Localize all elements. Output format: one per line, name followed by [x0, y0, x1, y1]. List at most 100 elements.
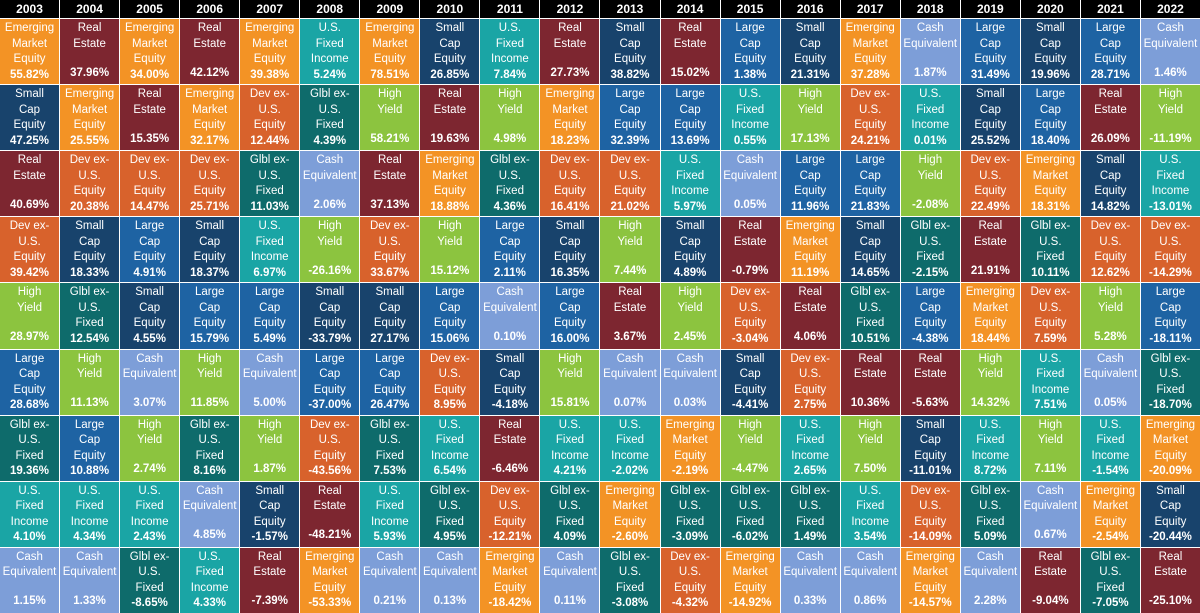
asset-return: 0.01% — [913, 134, 947, 147]
asset-return: 26.47% — [370, 399, 410, 412]
asset-cell: U.S. Fixed Income 0.01% — [900, 85, 960, 151]
asset-name: U.S. Fixed Income — [431, 418, 469, 462]
asset-return: 78.51% — [370, 68, 410, 81]
asset-name: High Yield — [497, 88, 523, 116]
asset-return: 58.21% — [370, 132, 410, 145]
asset-cell: U.S. Fixed Income 2.43% — [120, 481, 180, 547]
asset-cell: Cash Equivalent 1.87% — [900, 19, 960, 85]
asset-name: Real Estate — [433, 88, 467, 116]
asset-return: 10.88% — [70, 465, 110, 478]
asset-return: 2.06% — [313, 198, 347, 211]
asset-name: High Yield — [1157, 88, 1184, 116]
asset-return: -13.01% — [1149, 200, 1192, 213]
asset-cell: Large Cap Equity 28.71% — [1080, 19, 1140, 85]
asset-name: High Yield — [16, 286, 43, 314]
asset-name: Glbl ex-U.S. Fixed — [670, 484, 710, 528]
asset-name: Glbl ex-U.S. Fixed — [1030, 220, 1071, 264]
asset-name: U.S. Fixed Income — [70, 484, 109, 528]
year-header: 2010 — [420, 0, 480, 18]
asset-return: -8.65% — [131, 597, 168, 610]
asset-return: 34.00% — [130, 68, 170, 81]
asset-return: 4.06% — [793, 331, 827, 344]
asset-cell: High Yield 14.32% — [960, 349, 1020, 415]
asset-return: -3.04% — [731, 332, 769, 345]
asset-return: 0.86% — [853, 595, 887, 608]
asset-return: 2.11% — [493, 266, 526, 279]
asset-cell: High Yield 7.11% — [1020, 415, 1080, 481]
asset-cell: U.S. Fixed Income 4.21% — [540, 415, 600, 481]
asset-return: 31.49% — [970, 68, 1010, 81]
asset-cell: Large Cap Equity -18.11% — [1140, 283, 1200, 349]
asset-return: 7.51% — [1034, 399, 1067, 412]
asset-cell: Large Cap Equity 15.79% — [180, 283, 240, 349]
asset-cell: Real Estate 42.12% — [180, 19, 240, 85]
asset-return: 25.52% — [970, 134, 1010, 147]
asset-name: High Yield — [317, 220, 343, 248]
asset-cell: Real Estate -5.63% — [900, 349, 960, 415]
asset-cell: Real Estate 27.73% — [540, 19, 600, 85]
asset-name: Emerging Market Equity — [785, 220, 835, 264]
asset-cell: Glbl ex-U.S. Fixed 10.11% — [1020, 217, 1080, 283]
asset-name: Glbl ex-U.S. Fixed — [309, 88, 350, 132]
asset-cell: Small Cap Equity 18.37% — [180, 217, 240, 283]
asset-name: Glbl ex-U.S. Fixed — [730, 484, 770, 528]
year-header: 2021 — [1080, 0, 1140, 18]
asset-cell: Glbl ex-U.S. Fixed 11.03% — [240, 151, 300, 217]
asset-name: Large Cap Equity — [674, 88, 707, 132]
asset-return: 20.38% — [70, 200, 110, 213]
asset-name: High Yield — [1037, 418, 1063, 447]
asset-cell: Emerging Market Equity 18.31% — [1020, 151, 1080, 217]
asset-cell: High Yield 2.74% — [120, 415, 180, 481]
asset-cell: High Yield 15.81% — [540, 349, 600, 415]
asset-cell: U.S. Fixed Income 7.84% — [480, 19, 540, 85]
asset-return: 3.54% — [853, 531, 887, 544]
asset-cell: Small Cap Equity -4.18% — [480, 349, 540, 415]
asset-name: Cash Equivalent — [1083, 352, 1138, 381]
asset-cell: Large Cap Equity -37.00% — [300, 349, 360, 415]
asset-name: Emerging Market Equity — [665, 418, 715, 462]
asset-cell: Cash Equivalent 5.00% — [240, 349, 300, 415]
year-header: 2016 — [780, 0, 840, 18]
asset-return: -18.42% — [488, 597, 532, 610]
asset-cell: High Yield 28.97% — [0, 283, 60, 349]
year-header: 2020 — [1020, 0, 1080, 18]
asset-return: 18.44% — [970, 332, 1010, 345]
asset-cell: U.S. Fixed Income 8.72% — [960, 415, 1020, 481]
asset-name: Dev ex-U.S. Equity — [730, 286, 770, 330]
year-header: 2004 — [60, 0, 120, 18]
asset-name: Large Cap Equity — [553, 286, 586, 330]
asset-name: High Yield — [437, 220, 463, 248]
asset-return: 0.03% — [673, 397, 707, 410]
asset-cell: Cash Equivalent 3.07% — [120, 349, 180, 415]
asset-cell: Small Cap Equity 26.85% — [420, 19, 480, 85]
asset-return: 27.73% — [550, 66, 590, 79]
asset-return: 21.31% — [790, 68, 830, 81]
asset-cell: Small Cap Equity -11.01% — [900, 415, 960, 481]
asset-return: -6.46% — [491, 463, 529, 476]
asset-cell: Large Cap Equity -4.38% — [900, 283, 960, 349]
asset-return: 47.25% — [10, 134, 50, 147]
asset-return: 5.49% — [253, 332, 287, 345]
asset-cell: Dev ex-U.S. Equity -4.32% — [660, 547, 720, 613]
asset-name: Emerging Market Equity — [185, 88, 235, 132]
asset-cell: Large Cap Equity 2.11% — [480, 217, 540, 283]
asset-name: U.S. Fixed Income — [130, 484, 169, 528]
asset-return: 0.10% — [493, 331, 527, 344]
asset-cell: Dev ex-U.S. Equity -3.04% — [720, 283, 780, 349]
asset-name: High Yield — [257, 418, 283, 447]
asset-return: 4.21% — [553, 465, 587, 478]
asset-name: Glbl ex-U.S. Fixed — [189, 418, 230, 462]
asset-name: Real Estate — [313, 484, 347, 513]
asset-return: 14.47% — [130, 200, 170, 213]
asset-name: U.S. Fixed Income — [551, 418, 589, 462]
asset-name: Cash Equivalent — [603, 352, 657, 381]
asset-return: -1.54% — [1092, 465, 1129, 478]
asset-cell: Small Cap Equity 18.33% — [60, 217, 120, 283]
asset-cell: U.S. Fixed Income 3.54% — [840, 481, 900, 547]
asset-name: U.S. Fixed Income — [671, 154, 709, 198]
asset-cell: Dev ex-U.S. Equity 2.75% — [780, 349, 840, 415]
asset-cell: Dev ex-U.S. Equity -14.29% — [1140, 217, 1200, 283]
asset-return: 18.31% — [1030, 200, 1070, 213]
asset-name: Cash Equivalent — [963, 550, 1018, 579]
asset-name: U.S. Fixed Income — [310, 22, 349, 66]
